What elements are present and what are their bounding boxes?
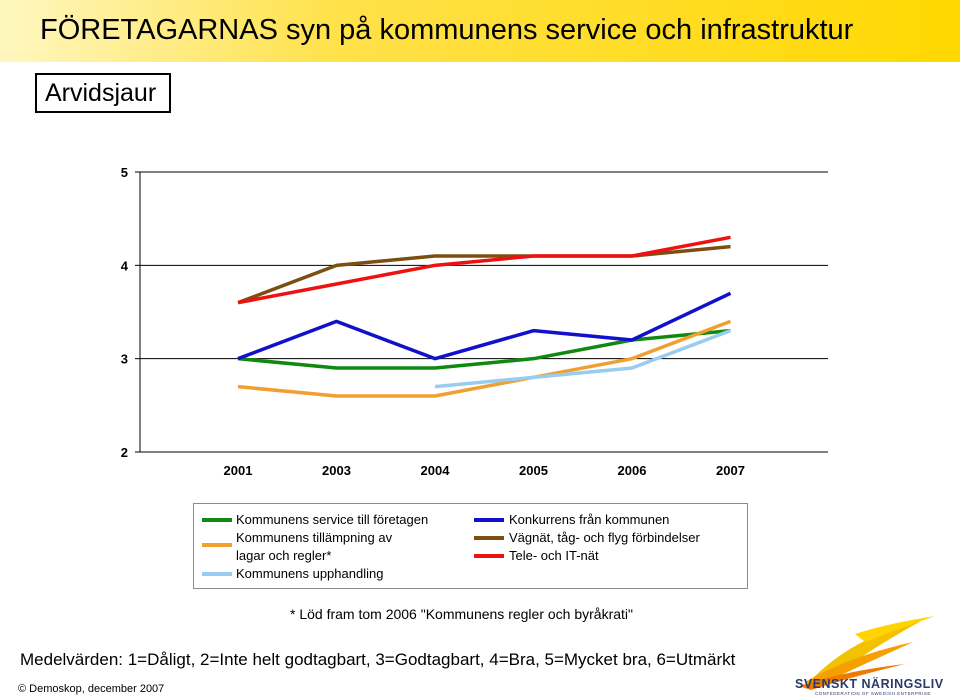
series-lines (237, 235, 732, 398)
legend-label: Kommunens upphandling (236, 566, 384, 581)
series-line-2 (434, 329, 732, 389)
copyright: © Demoskop, december 2007 (18, 683, 165, 695)
legend-label: Kommunens service till företagen (236, 512, 429, 527)
y-tick-label: 3 (121, 352, 128, 367)
legend-swatch (202, 572, 232, 576)
legend-label: lagar och regler* (236, 548, 332, 563)
series-line-0 (237, 328, 731, 370)
legend-label: Tele- och IT-nät (509, 548, 599, 563)
sun-rays-logo-icon (799, 616, 935, 690)
municipality-label: Arvidsjaur (35, 73, 171, 113)
x-tick-label: 2003 (322, 463, 351, 478)
x-tick-label: 2001 (224, 463, 253, 478)
series-line-5 (237, 235, 731, 305)
legend-swatch (474, 518, 504, 522)
x-tick-label: 2004 (421, 463, 451, 478)
x-tick-label: 2006 (618, 463, 647, 478)
legend-swatch (474, 554, 504, 558)
y-tick-labels: 2 3 4 5 (121, 165, 129, 460)
legend-label: Konkurrens från kommunen (509, 512, 670, 527)
legend-label: Kommunens tillämpning av (236, 530, 393, 545)
axes (135, 171, 828, 453)
legend-label: Vägnät, tåg- och flyg förbindelser (509, 530, 700, 545)
series-line-4 (237, 244, 731, 305)
legend-swatch (474, 536, 504, 540)
footnote: * Löd fram tom 2006 "Kommunens regler oc… (290, 606, 633, 622)
legend-swatch (202, 543, 232, 547)
logo-name: SVENSKT NÄRINGSLIV (795, 677, 944, 691)
logo-subtitle: CONFEDERATION OF SWEDISH ENTERPRISE (815, 691, 931, 696)
legend-swatch (202, 518, 232, 522)
grid-lines (140, 171, 828, 453)
page-title: FÖRETAGARNAS syn på kommunens service oc… (40, 14, 854, 46)
scale-note: Medelvärden: 1=Dåligt, 2=Inte helt godta… (20, 650, 736, 669)
y-tick-label: 2 (121, 445, 128, 460)
y-tick-label: 4 (121, 258, 129, 273)
y-tick-label: 5 (121, 165, 128, 180)
x-tick-label: 2007 (716, 463, 745, 478)
series-line-3 (237, 291, 732, 361)
line-chart: 2 3 4 5 2001 2003 2004 2005 2006 2007 (121, 165, 828, 478)
x-tick-label: 2005 (519, 463, 548, 478)
series-line-1 (237, 319, 732, 398)
x-tick-labels: 2001 2003 2004 2005 2006 2007 (224, 463, 745, 478)
legend: Kommunens service till företagen Kommunen… (193, 503, 748, 589)
header-band (0, 0, 960, 62)
